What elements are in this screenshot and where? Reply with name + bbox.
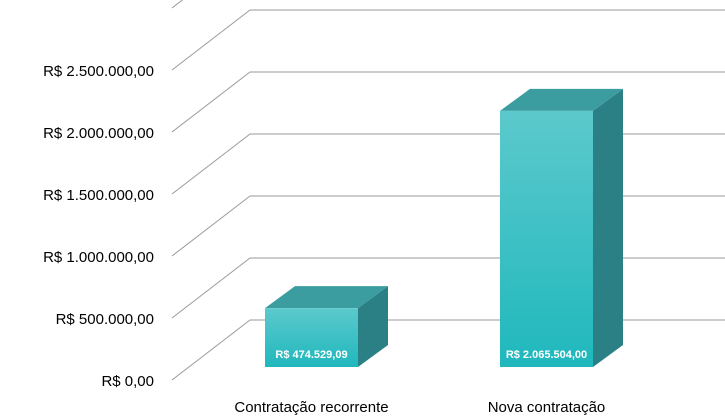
bar-face	[358, 286, 388, 367]
grid-line	[171, 195, 251, 257]
bar-face	[500, 110, 593, 367]
data-label: R$ 474.529,09	[275, 349, 347, 361]
x-tick-label: Nova contratação	[488, 399, 606, 416]
bar	[265, 286, 388, 367]
bar-face	[593, 88, 623, 367]
y-tick-label: R$ 500.000,00	[56, 311, 154, 328]
grid-line	[171, 257, 251, 319]
grid-line	[171, 133, 251, 195]
y-tick-label: R$ 2.500.000,00	[43, 63, 154, 80]
bar-face	[500, 88, 623, 111]
y-tick-label: R$ 1.500.000,00	[43, 187, 154, 204]
grid-line	[171, 9, 251, 71]
grid-line	[171, 71, 251, 133]
grid-line	[171, 0, 184, 9]
bar-face	[265, 286, 388, 309]
bar	[500, 88, 623, 367]
y-tick-label: R$ 2.000.000,00	[43, 125, 154, 142]
bar-face	[265, 308, 358, 367]
data-label: R$ 2.065.504,00	[506, 349, 587, 361]
x-tick-label: Contratação recorrente	[234, 399, 388, 416]
y-tick-label: R$ 1.000.000,00	[43, 249, 154, 266]
grid-line	[171, 319, 251, 381]
y-tick-label: R$ 0,00	[101, 373, 154, 390]
